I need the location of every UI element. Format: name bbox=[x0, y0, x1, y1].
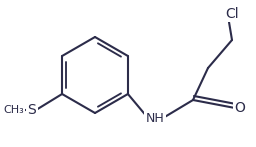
Text: S: S bbox=[28, 103, 36, 117]
Text: Cl: Cl bbox=[225, 7, 239, 21]
Text: O: O bbox=[234, 101, 246, 115]
Text: NH: NH bbox=[146, 112, 164, 125]
Text: CH₃: CH₃ bbox=[4, 105, 24, 115]
